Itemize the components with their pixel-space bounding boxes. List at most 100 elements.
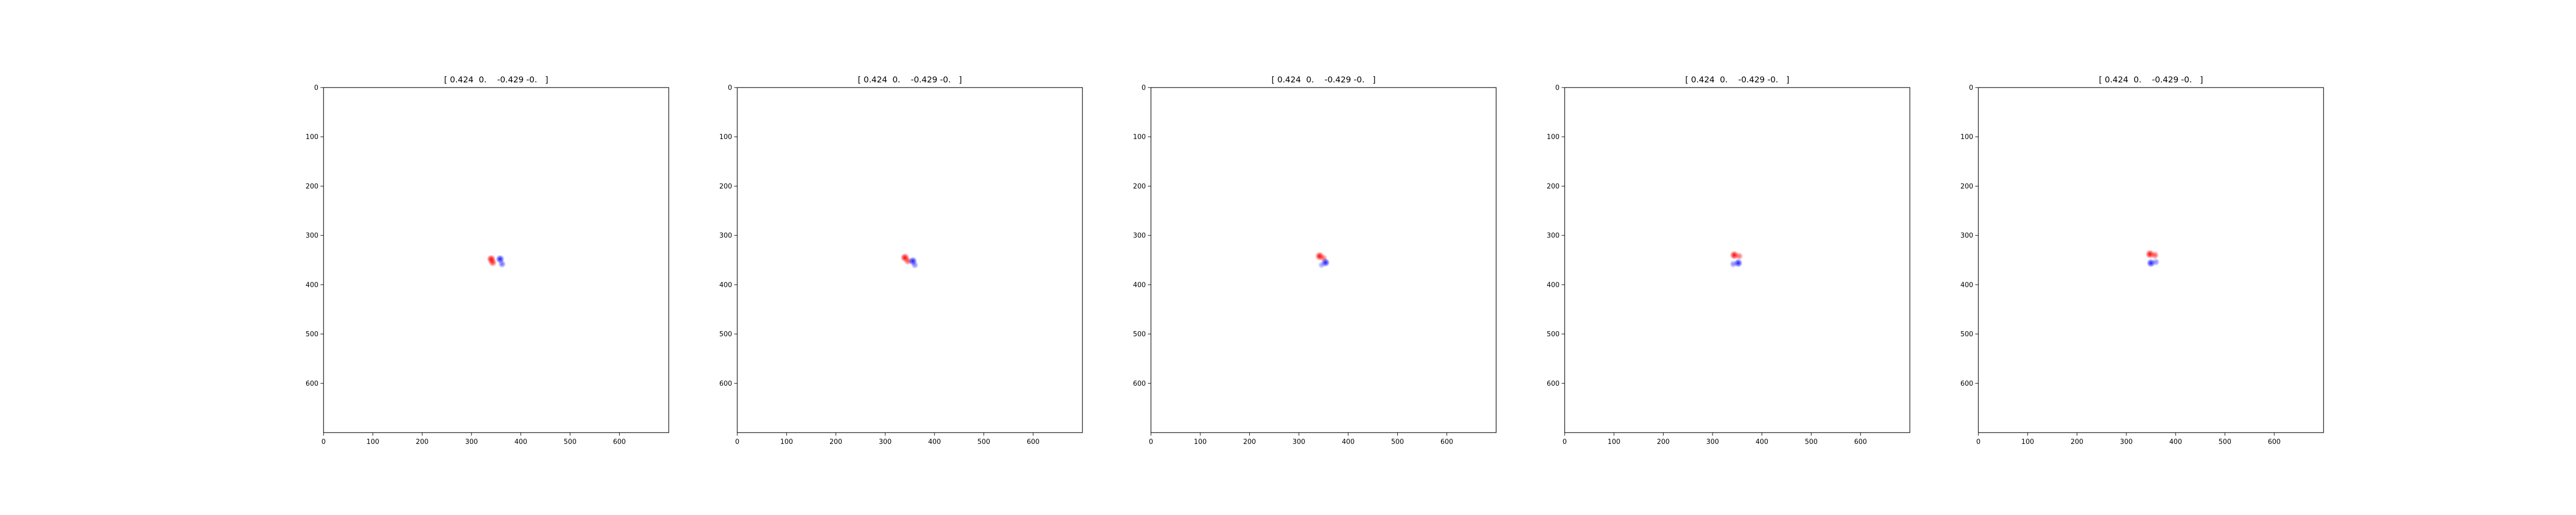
y-tick-label: 0 <box>1555 84 1560 92</box>
y-tick-label: 400 <box>1547 281 1560 289</box>
subplot-1: 0 100 200 300 400 500 600 0 100 200 300 400 500 600 [ … <box>258 0 721 515</box>
x-tick-label: 500 <box>2218 438 2231 446</box>
y-tick-label: 400 <box>719 281 732 289</box>
y-tick-label: 200 <box>1960 183 1973 191</box>
heatmap-negative-blob <box>1730 260 1737 268</box>
y-tick-label: 600 <box>1133 380 1146 388</box>
x-tick-label: 300 <box>1706 438 1719 446</box>
axes-frame <box>1564 87 1910 433</box>
x-tick-label: 600 <box>1854 438 1867 446</box>
x-tick-label: 600 <box>1440 438 1453 446</box>
y-tick-label: 500 <box>1133 331 1146 338</box>
heatmap-field <box>900 253 919 269</box>
y-tick-label: 600 <box>719 380 732 388</box>
subplot-3: 0 100 200 300 400 500 600 0 100 200 300 400 500 600 [ … <box>1085 0 1549 515</box>
y-tick-label: 100 <box>1133 133 1146 141</box>
x-tick-label: 300 <box>2120 438 2133 446</box>
y-tick-label: 500 <box>719 331 732 338</box>
heatmap-negative-blob <box>1318 261 1326 269</box>
x-tick-label: 200 <box>416 438 429 446</box>
y-tick-label: 300 <box>1960 232 1973 240</box>
x-tick-label: 0 <box>1563 438 1567 446</box>
heatmap-positive-blob <box>1735 252 1743 260</box>
heatmap-field <box>486 254 506 268</box>
y-tick-label: 400 <box>1960 281 1973 289</box>
x-tick-label: 300 <box>1293 438 1306 446</box>
heatmap-svg: 0 100 200 300 400 500 600 0 100 200 300 400 500 600 [ … <box>1133 75 1497 446</box>
y-tick-label: 100 <box>1960 133 1973 141</box>
x-tick-label: 100 <box>780 438 793 446</box>
x-tick-label: 500 <box>977 438 990 446</box>
axes-frame <box>1978 87 2324 433</box>
x-tick-label: 600 <box>613 438 626 446</box>
subplot-4: 0 100 200 300 400 500 600 0 100 200 300 400 500 600 [ … <box>1499 0 1962 515</box>
axes-frame <box>1150 87 1497 433</box>
y-tick-label: 500 <box>1547 331 1560 338</box>
y-tick-label: 300 <box>1133 232 1146 240</box>
x-tick-label: 100 <box>1194 438 1207 446</box>
y-tick-label: 500 <box>1960 331 1973 338</box>
y-tick-label: 100 <box>1547 133 1560 141</box>
axes-frame <box>323 87 669 433</box>
x-tick-label: 300 <box>879 438 892 446</box>
subplot-title: [ 0.424 0. -0.429 -0. ] <box>2099 75 2203 84</box>
x-tick-label: 400 <box>1755 438 1768 446</box>
x-tick-label: 0 <box>735 438 739 446</box>
heatmap-svg: 0 100 200 300 400 500 600 0 100 200 300 400 500 600 [ … <box>719 75 1083 446</box>
heatmap-svg: 0 100 200 300 400 500 600 0 100 200 300 400 500 600 [ … <box>1960 75 2324 446</box>
subplot-2: 0 100 200 300 400 500 600 0 100 200 300 400 500 600 [ … <box>671 0 1135 515</box>
subplot-title: [ 0.424 0. -0.429 -0. ] <box>858 75 962 84</box>
subplot-title: [ 0.424 0. -0.429 -0. ] <box>1272 75 1376 84</box>
y-tick-label: 100 <box>306 133 318 141</box>
heatmap-positive-blob <box>2150 251 2159 260</box>
heatmap-negative-blob <box>498 260 506 268</box>
y-tick-label: 600 <box>1547 380 1560 388</box>
heatmap-positive-blob <box>488 258 497 267</box>
heatmap-negative-blob <box>911 261 919 269</box>
x-tick-label: 600 <box>1027 438 1040 446</box>
heatmap-field <box>1315 251 1330 269</box>
x-tick-label: 100 <box>1607 438 1620 446</box>
y-tick-label: 600 <box>306 380 318 388</box>
y-tick-label: 200 <box>1133 183 1146 191</box>
x-tick-label: 200 <box>2071 438 2083 446</box>
x-tick-label: 500 <box>1391 438 1404 446</box>
heatmap-svg: 0 100 200 300 400 500 600 0 100 200 300 400 500 600 [ … <box>306 75 669 446</box>
x-tick-label: 100 <box>2021 438 2034 446</box>
x-tick-label: 0 <box>1976 438 1980 446</box>
y-tick-label: 200 <box>719 183 732 191</box>
y-tick-label: 200 <box>306 183 318 191</box>
x-tick-label: 400 <box>1342 438 1354 446</box>
heatmap-field <box>1730 250 1743 268</box>
x-tick-label: 500 <box>1805 438 1818 446</box>
heatmap-negative-blob <box>2152 258 2160 266</box>
subplot-title: [ 0.424 0. -0.429 -0. ] <box>444 75 548 84</box>
x-tick-label: 400 <box>928 438 941 446</box>
x-tick-label: 500 <box>564 438 577 446</box>
y-tick-label: 400 <box>306 281 318 289</box>
x-tick-label: 0 <box>321 438 326 446</box>
y-tick-label: 100 <box>719 133 732 141</box>
y-tick-label: 500 <box>306 331 318 338</box>
y-tick-label: 0 <box>1969 84 1973 92</box>
x-tick-label: 200 <box>1657 438 1670 446</box>
y-tick-label: 0 <box>314 84 318 92</box>
y-tick-label: 400 <box>1133 281 1146 289</box>
x-tick-label: 400 <box>514 438 527 446</box>
heatmap-field <box>2145 249 2160 268</box>
subplot-5: 0 100 200 300 400 500 600 0 100 200 300 400 500 600 [ … <box>1912 0 2376 515</box>
x-tick-label: 300 <box>465 438 478 446</box>
x-tick-label: 0 <box>1149 438 1153 446</box>
axes-frame <box>737 87 1083 433</box>
x-tick-label: 100 <box>366 438 379 446</box>
x-tick-label: 600 <box>2268 438 2281 446</box>
y-tick-label: 200 <box>1547 183 1560 191</box>
y-tick-label: 300 <box>719 232 732 240</box>
subplot-title: [ 0.424 0. -0.429 -0. ] <box>1685 75 1789 84</box>
x-tick-label: 200 <box>1243 438 1256 446</box>
y-tick-label: 0 <box>728 84 732 92</box>
x-tick-label: 200 <box>829 438 842 446</box>
heatmap-svg: 0 100 200 300 400 500 600 0 100 200 300 400 500 600 [ … <box>1547 75 1910 446</box>
x-tick-label: 400 <box>2169 438 2182 446</box>
